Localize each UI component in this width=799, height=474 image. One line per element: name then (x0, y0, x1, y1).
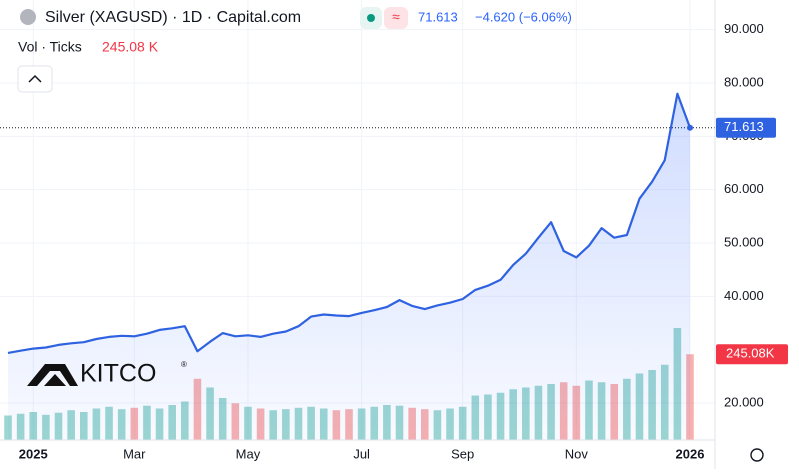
y-tick-label: 20.000 (724, 394, 764, 409)
status-dot (367, 14, 375, 22)
x-tick-label: 2025 (19, 446, 48, 461)
last-price: 71.613 (418, 9, 458, 24)
last-point (687, 124, 693, 131)
y-tick-label: 40.000 (724, 288, 764, 303)
y-tick-label: 80.000 (724, 74, 764, 89)
badge[interactable] (384, 7, 408, 29)
y-tick-label: 60.000 (724, 181, 764, 196)
x-tick-label: Jul (353, 446, 370, 461)
x-tick-label: Nov (565, 446, 589, 461)
volume-title: Vol · Ticks (18, 39, 82, 55)
logo-text: KITCO (80, 360, 156, 388)
price-change: −4.620 (−6.06%) (475, 9, 572, 24)
y-tick-label: 90.000 (724, 21, 764, 36)
y-tick-label: 50.000 (724, 234, 764, 249)
settings-icon[interactable] (750, 448, 764, 462)
price-line (7, 92, 692, 354)
area (8, 93, 690, 440)
volume-tag-label: 245.08K (726, 346, 775, 361)
x-tick-label: Sep (451, 446, 474, 461)
collapse-icon (28, 74, 42, 83)
collapse-button[interactable] (17, 65, 53, 93)
price-tag (716, 117, 776, 138)
x-tick-label: Mar (123, 446, 146, 461)
x-tick-label: May (236, 446, 261, 461)
x-tick-label: 2026 (676, 446, 705, 461)
price-tag-label: 71.613 (724, 119, 764, 134)
title: Silver (XAGUSD) · 1D · Capital.com (45, 9, 301, 26)
svg-text:®: ® (181, 360, 187, 369)
logo: KITCO ® (27, 360, 187, 388)
volume-value: 245.08 K (102, 39, 159, 55)
volume-tag (716, 344, 788, 365)
symbol-icon (20, 9, 36, 25)
badge-icon: ≈ (392, 9, 400, 25)
